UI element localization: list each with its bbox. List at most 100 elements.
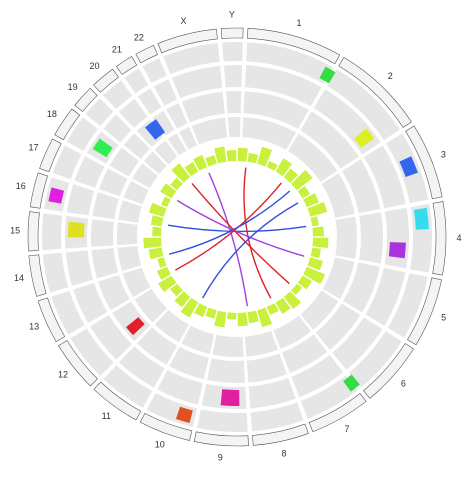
track-background [109,147,139,177]
histogram-bar [148,247,164,260]
track-background [103,365,152,408]
highlight [92,138,113,158]
track-background [103,80,133,110]
histogram-bar [247,153,259,164]
ideogram [252,423,309,446]
track-background [244,330,278,357]
track-background [291,354,344,398]
track-background [181,91,225,123]
track-background [321,173,355,218]
histogram-bar [297,275,312,290]
histogram-bar [205,307,217,319]
histogram-bar [160,196,171,208]
track-background [343,262,380,313]
track-background [154,140,178,165]
track-background [171,65,223,99]
chromosome-label: 8 [281,448,286,458]
ideogram [37,297,66,343]
link [208,172,249,307]
track-background [123,180,149,205]
highlight [399,156,418,178]
track-background [197,409,248,432]
histogram-bar [266,160,278,171]
histogram-bar [226,150,237,162]
track-background [154,309,189,343]
track-background [91,219,114,247]
chromosome-label: 12 [58,369,68,379]
ideogram [432,201,447,276]
track-background [300,375,358,419]
track-background [273,315,312,349]
histogram-bar [150,215,164,227]
track-background [157,369,203,405]
track-background [142,58,167,84]
track-background [153,79,178,106]
ideogram [139,412,193,441]
link [176,199,305,257]
track-background [212,334,244,358]
highlight [413,207,429,230]
histogram-bar [303,266,326,285]
track-background [300,290,339,330]
track-background [42,252,69,293]
track-background [98,274,130,311]
chromosome-label: 13 [29,321,39,331]
histogram-bar [237,312,248,327]
track-background [163,42,220,75]
track-background [335,216,357,259]
track-background [118,98,148,128]
track-background [124,68,149,94]
ideogram [407,277,442,346]
highlight [354,128,375,148]
track-background [119,346,165,388]
histogram-bar [257,307,273,328]
ideogram [93,381,142,421]
chromosome-label: 14 [14,273,24,283]
track-background [242,117,297,150]
track-background [300,111,359,169]
track-background [118,200,142,223]
track-background [167,133,187,156]
histogram-bar [214,146,227,164]
track-background [225,91,242,114]
track-background [73,282,108,324]
histogram-bar [291,283,303,295]
link [202,202,299,299]
histogram-bar [283,168,298,183]
highlight [68,221,85,238]
histogram-bar [257,146,273,167]
histogram-bar [275,158,293,177]
histogram-bar [194,303,208,318]
highlight [319,66,336,84]
link [243,167,272,299]
histogram-bar [307,257,323,271]
track-background [65,250,94,286]
histogram-bar [205,155,217,167]
track-background [103,114,132,143]
chromosome-label: 10 [155,440,165,450]
track-background [122,267,151,298]
histogram-bar [312,226,324,237]
ideogram [28,254,47,297]
track-background [152,110,175,136]
track-background [222,41,243,62]
histogram-bar [184,162,199,177]
track-background [342,159,381,214]
track-background [246,353,287,383]
histogram-bar [180,297,199,318]
histogram-bar [170,283,183,297]
ideogram [27,211,40,252]
ideogram [115,56,138,75]
track-background [90,315,132,360]
histogram-bar [275,297,291,314]
chromosome-label: X [180,16,186,26]
chromosome-label: 7 [345,424,350,434]
track-background [134,289,167,323]
track-background [327,69,400,141]
highlight [388,242,406,259]
track-background [227,117,241,138]
track-background [137,327,178,365]
chromosome-label: 21 [112,45,122,55]
track-background [364,145,406,209]
histogram-bar [283,291,302,310]
